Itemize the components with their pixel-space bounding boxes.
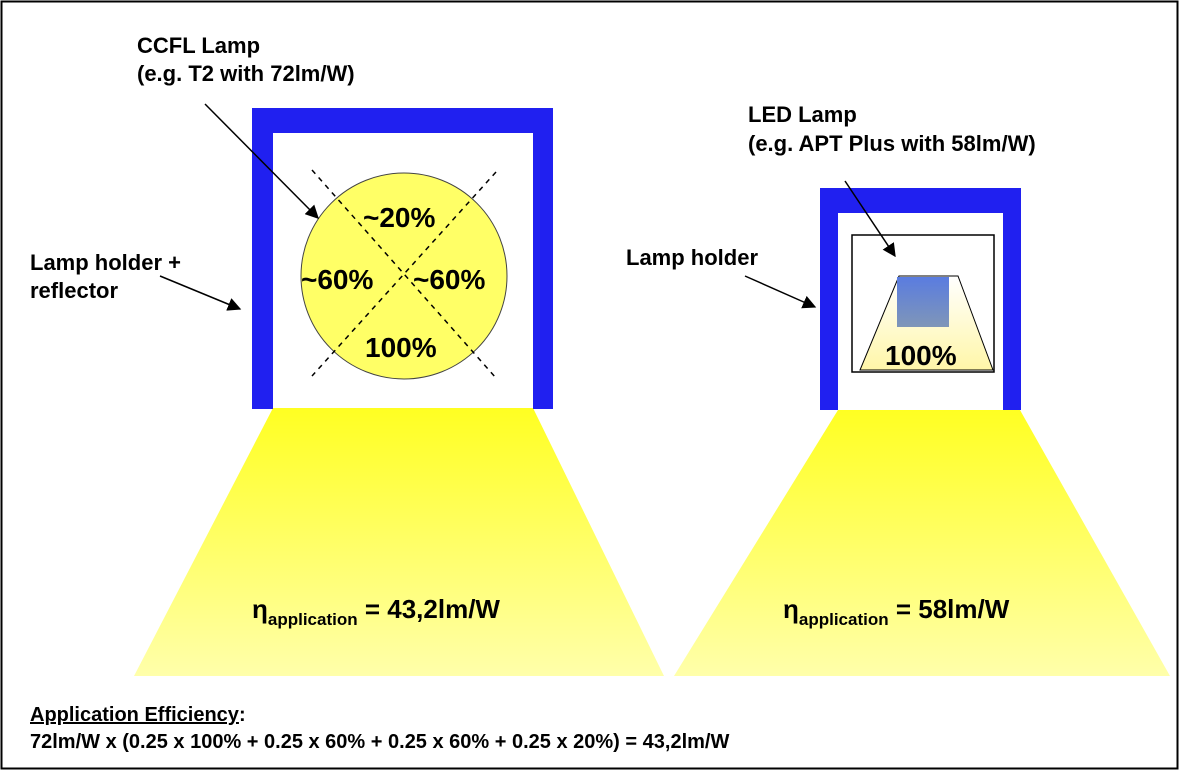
led-chip xyxy=(897,277,949,327)
ccfl-holder-label-line2: reflector xyxy=(30,278,119,303)
led-holder-arrow xyxy=(744,275,817,309)
footer-heading-text: Application Efficiency xyxy=(30,704,239,726)
ccfl-divider-line-1 xyxy=(311,169,497,379)
led-eta-symbol: η xyxy=(783,594,799,624)
ccfl-percent-bottom: 100% xyxy=(365,332,437,363)
led-percent: 100% xyxy=(885,340,957,371)
ccfl-percent-right: ~60% xyxy=(413,264,486,295)
led-holder-label: Lamp holder xyxy=(626,245,759,270)
ccfl-light-beam xyxy=(134,408,664,676)
footer-heading: Application Efficiency: xyxy=(30,704,246,727)
ccfl-efficiency: ηapplication = 43,2lm/W xyxy=(252,594,500,629)
ccfl-eta-value: = 43,2lm/W xyxy=(364,594,500,624)
ccfl-title-arrow xyxy=(204,103,319,219)
led-title: LED Lamp xyxy=(748,102,857,127)
ccfl-percent-top: ~20% xyxy=(363,202,436,233)
ccfl-percent-left: ~60% xyxy=(301,264,374,295)
ccfl-title: CCFL Lamp xyxy=(137,33,261,58)
led-subtitle: (e.g. APT Plus with 58lm/W) xyxy=(748,131,1036,156)
ccfl-holder-arrow xyxy=(159,275,242,311)
led-efficiency: ηapplication = 58lm/W xyxy=(783,594,1010,629)
led-lamp-holder-frame xyxy=(820,188,1021,410)
ccfl-eta-symbol: η xyxy=(252,594,268,624)
ccfl-eta-subscript: application xyxy=(267,610,358,629)
led-light-beam xyxy=(674,410,1170,676)
footer-formula: 72lm/W x (0.25 x 100% + 0.25 x 60% + 0.2… xyxy=(30,731,730,753)
led-eta-subscript: application xyxy=(798,610,889,629)
ccfl-holder-label-line1: Lamp holder + xyxy=(30,250,181,275)
led-eta-value: = 58lm/W xyxy=(895,594,1010,624)
ccfl-lamp-tube xyxy=(300,172,508,380)
led-title-arrow xyxy=(844,180,896,258)
footer-heading-colon: : xyxy=(238,704,246,726)
ccfl-subtitle: (e.g. T2 with 72lm/W) xyxy=(137,61,355,86)
